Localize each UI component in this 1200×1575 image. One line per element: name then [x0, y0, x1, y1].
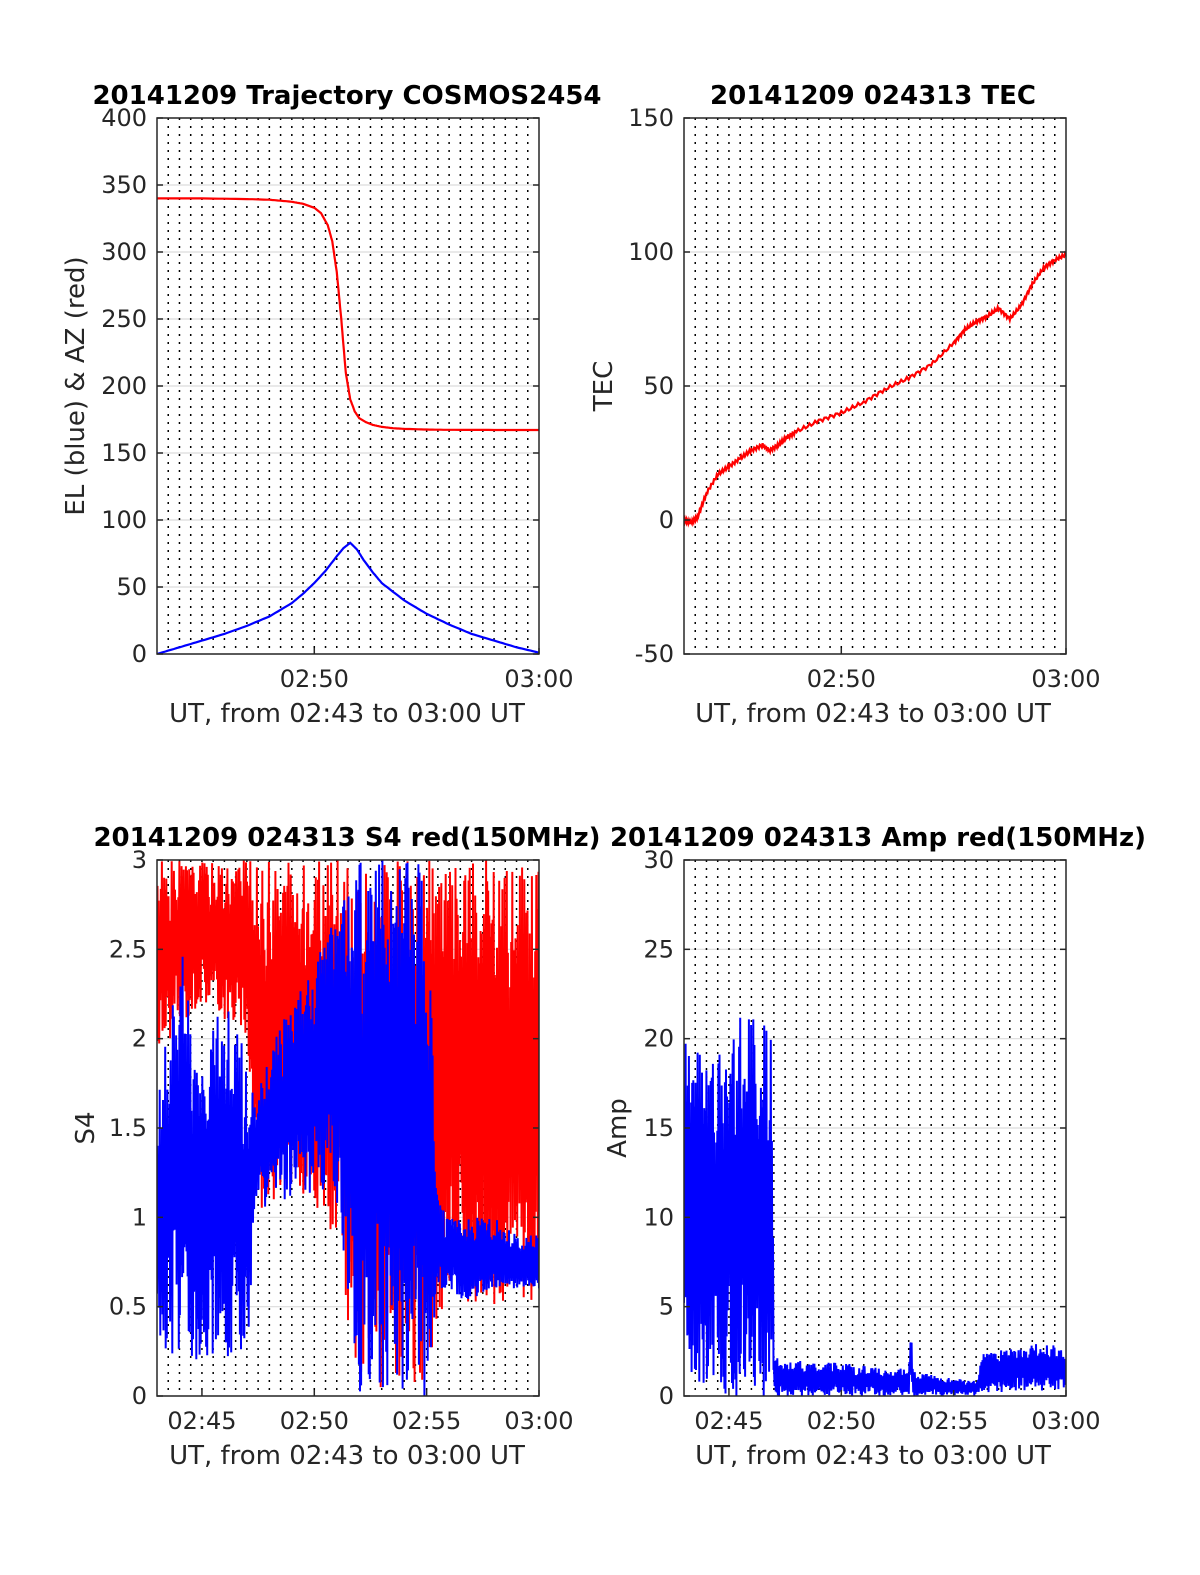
- tec-x-label: UT, from 02:43 to 03:00 UT: [695, 699, 1051, 729]
- amp-ytick-label: 5: [659, 1293, 674, 1321]
- amp-panel: 20141209 024313 Amp red(150MHz) UT, from…: [603, 823, 1146, 1471]
- s4-panel: 20141209 024313 S4 red(150MHz) UT, from …: [71, 823, 601, 1471]
- tec-y-label: TEC: [589, 361, 619, 412]
- s4-xtick-label: 02:45: [167, 1407, 236, 1435]
- trajectory-series-blue: [157, 541, 539, 654]
- tec-ytick-label: 0: [659, 506, 674, 534]
- s4-y-label: S4: [71, 1111, 101, 1144]
- amp-xtick-label: 02:50: [807, 1407, 876, 1435]
- trajectory-xtick-label: 03:00: [504, 665, 573, 693]
- s4-ytick-label: 1.5: [109, 1114, 147, 1142]
- s4-ytick-label: 3: [132, 846, 147, 874]
- amp-x-label: UT, from 02:43 to 03:00 UT: [695, 1441, 1051, 1471]
- amp-series-blue: [684, 1017, 1066, 1396]
- trajectory-x-label: UT, from 02:43 to 03:00 UT: [169, 699, 525, 729]
- amp-ytick-label: 0: [659, 1382, 674, 1410]
- tec-ytick-label: -50: [635, 640, 674, 668]
- trajectory-series-red: [157, 197, 539, 432]
- amp-ytick-label: 10: [643, 1203, 674, 1231]
- trajectory-plot-area: [157, 197, 539, 654]
- s4-ytick-label: 0: [132, 1382, 147, 1410]
- tec-ytick-label: 150: [628, 104, 674, 132]
- amp-title: 20141209 024313 Amp red(150MHz): [610, 823, 1146, 853]
- trajectory-ytick-label: 50: [116, 573, 147, 601]
- s4-xtick-label: 02:55: [392, 1407, 461, 1435]
- amp-xtick-label: 02:45: [694, 1407, 763, 1435]
- s4-title: 20141209 024313 S4 red(150MHz): [93, 823, 600, 853]
- trajectory-ytick-label: 400: [101, 104, 147, 132]
- trajectory-ytick-label: 250: [101, 305, 147, 333]
- tec-panel: 20141209 024313 TEC UT, from 02:43 to 03…: [589, 81, 1101, 729]
- s4-ytick-label: 2.5: [109, 935, 147, 963]
- tec-xtick-label: 03:00: [1031, 665, 1100, 693]
- trajectory-panel: 20141209 Trajectory COSMOS2454 UT, from …: [61, 81, 602, 729]
- trajectory-title: 20141209 Trajectory COSMOS2454: [92, 81, 601, 111]
- s4-ytick-label: 2: [132, 1025, 147, 1053]
- s4-plot-area: [157, 860, 539, 1396]
- trajectory-ytick-label: 350: [101, 171, 147, 199]
- amp-ytick-label: 20: [643, 1025, 674, 1053]
- trajectory-ytick-label: 0: [132, 640, 147, 668]
- trajectory-xtick-label: 02:50: [280, 665, 349, 693]
- tec-plot-area: [684, 250, 1066, 528]
- tec-ytick-label: 100: [628, 238, 674, 266]
- amp-y-label: Amp: [603, 1098, 633, 1158]
- tec-title: 20141209 024313 TEC: [710, 81, 1036, 111]
- trajectory-ytick-label: 200: [101, 372, 147, 400]
- s4-xtick-label: 03:00: [504, 1407, 573, 1435]
- tec-xtick-label: 02:50: [807, 665, 876, 693]
- trajectory-ytick-label: 100: [101, 506, 147, 534]
- trajectory-y-label: EL (blue) & AZ (red): [61, 256, 91, 515]
- tec-series-red: [684, 250, 1066, 528]
- s4-xtick-label: 02:50: [280, 1407, 349, 1435]
- s4-series-red: [157, 860, 539, 1388]
- amp-xtick-label: 02:55: [919, 1407, 988, 1435]
- trajectory-ytick-label: 150: [101, 439, 147, 467]
- amp-ytick-label: 30: [643, 846, 674, 874]
- tec-ytick-label: 50: [643, 372, 674, 400]
- s4-ytick-label: 1: [132, 1203, 147, 1231]
- amp-plot-area: [684, 1017, 1066, 1396]
- trajectory-ytick-label: 300: [101, 238, 147, 266]
- amp-ytick-label: 25: [643, 935, 674, 963]
- s4-ytick-label: 0.5: [109, 1293, 147, 1321]
- s4-series-blue: [157, 860, 539, 1396]
- s4-x-label: UT, from 02:43 to 03:00 UT: [169, 1441, 525, 1471]
- amp-ytick-label: 15: [643, 1114, 674, 1142]
- amp-xtick-label: 03:00: [1031, 1407, 1100, 1435]
